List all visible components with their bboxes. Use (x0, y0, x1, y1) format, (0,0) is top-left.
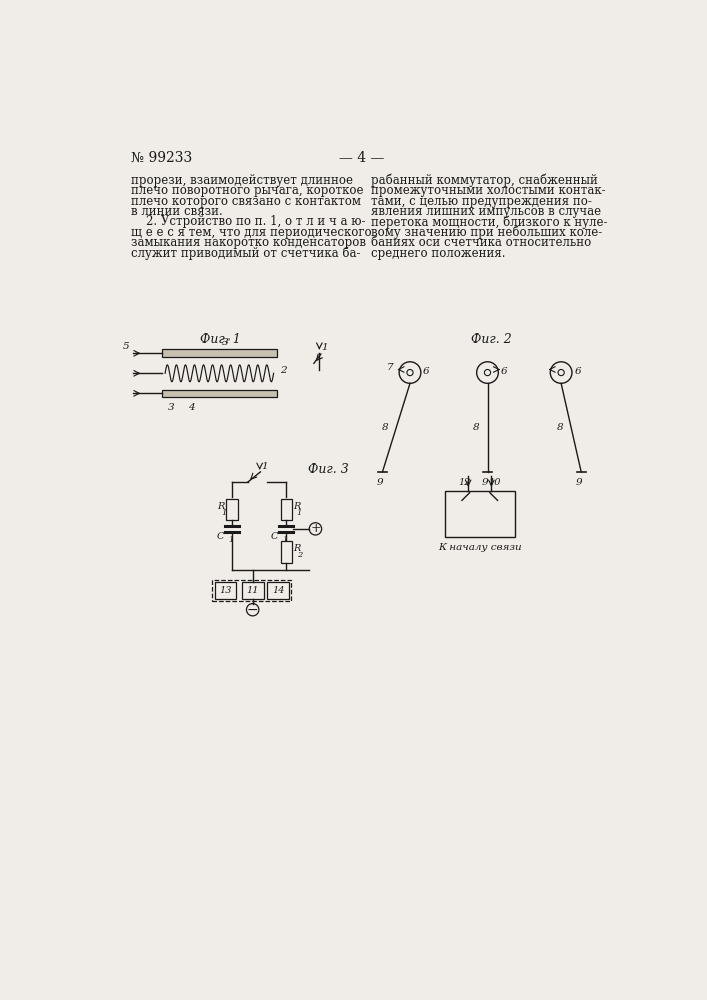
Text: явления лишних импульсов в случае: явления лишних импульсов в случае (371, 205, 602, 218)
Text: 2. Устройство по п. 1, о т л и ч а ю-: 2. Устройство по п. 1, о т л и ч а ю- (131, 215, 366, 228)
Bar (267, 582, 289, 599)
Text: 9: 9 (482, 478, 489, 487)
Bar (226, 499, 238, 520)
Text: перетока мощности, близкого к нуле-: перетока мощности, близкого к нуле- (371, 215, 608, 229)
Bar (281, 499, 292, 520)
Text: К началу связи: К началу связи (438, 544, 522, 552)
Text: 6: 6 (423, 367, 430, 376)
Text: 14: 14 (272, 586, 284, 595)
Text: 7: 7 (386, 363, 393, 372)
Text: 6: 6 (574, 367, 581, 376)
Text: плечо которого связано с контактом: плечо которого связано с контактом (131, 195, 361, 208)
Text: C: C (216, 532, 224, 541)
Text: 1: 1 (283, 536, 288, 544)
Text: 13: 13 (219, 586, 232, 595)
Text: тами, с целью предупреждения по-: тами, с целью предупреждения по- (371, 195, 592, 208)
Bar (215, 582, 236, 599)
Text: 6: 6 (501, 367, 508, 376)
Text: служит приводимый от счетчика ба-: служит приводимый от счетчика ба- (131, 247, 361, 260)
Text: 1: 1 (222, 509, 227, 517)
Text: 8: 8 (473, 423, 480, 432)
Text: прорези, взаимодействует длинное: прорези, взаимодействует длинное (131, 174, 353, 187)
Text: 2: 2 (297, 551, 302, 559)
Text: 9: 9 (377, 478, 383, 487)
Text: плечо поворотного рычага, короткое: плечо поворотного рычага, короткое (131, 184, 363, 197)
Text: — 4 —: — 4 — (339, 151, 385, 165)
Bar (162, 389, 276, 397)
Text: −: − (247, 603, 259, 617)
Text: рабанный коммутатор, снабженный: рабанный коммутатор, снабженный (371, 174, 598, 187)
Text: в линии связи.: в линии связи. (131, 205, 223, 218)
Text: 10: 10 (489, 478, 501, 487)
Text: R: R (293, 544, 300, 553)
Text: Фиг. 3: Фиг. 3 (308, 463, 349, 476)
Text: щ е е с я тем, что для периодического: щ е е с я тем, что для периодического (131, 226, 372, 239)
Text: R: R (217, 502, 225, 511)
Text: 8: 8 (556, 423, 563, 432)
Text: +: + (310, 522, 321, 535)
Text: 5: 5 (123, 342, 129, 351)
Bar (162, 349, 276, 357)
Text: баниях оси счетчика относительно: баниях оси счетчика относительно (371, 236, 592, 249)
Text: 3': 3' (222, 338, 232, 347)
Text: 1: 1 (228, 536, 234, 544)
Text: 2: 2 (280, 366, 286, 375)
Bar (212, 580, 291, 601)
Bar (281, 541, 292, 563)
Text: 8: 8 (382, 423, 389, 432)
Text: 1: 1 (261, 462, 268, 471)
Text: 1: 1 (297, 509, 302, 517)
Text: 4: 4 (188, 403, 194, 412)
Text: R: R (293, 502, 300, 511)
Text: 1: 1 (322, 343, 328, 352)
Text: 11: 11 (247, 586, 259, 595)
Text: Фиг. 1: Фиг. 1 (200, 333, 240, 346)
Bar (445, 491, 515, 537)
Text: замыкания накоротко конденсаторов: замыкания накоротко конденсаторов (131, 236, 366, 249)
Text: Фиг. 2: Фиг. 2 (471, 333, 512, 346)
Text: 3: 3 (168, 403, 175, 412)
Text: 12: 12 (459, 478, 472, 487)
Text: 9: 9 (575, 478, 582, 487)
Text: № 99233: № 99233 (131, 151, 192, 165)
Text: промежуточными холостыми контак-: промежуточными холостыми контак- (371, 184, 606, 197)
Text: вому значению при небольших коле-: вому значению при небольших коле- (371, 226, 602, 239)
Text: C: C (271, 532, 279, 541)
Text: среднего положения.: среднего положения. (371, 247, 506, 260)
Bar (242, 582, 264, 599)
